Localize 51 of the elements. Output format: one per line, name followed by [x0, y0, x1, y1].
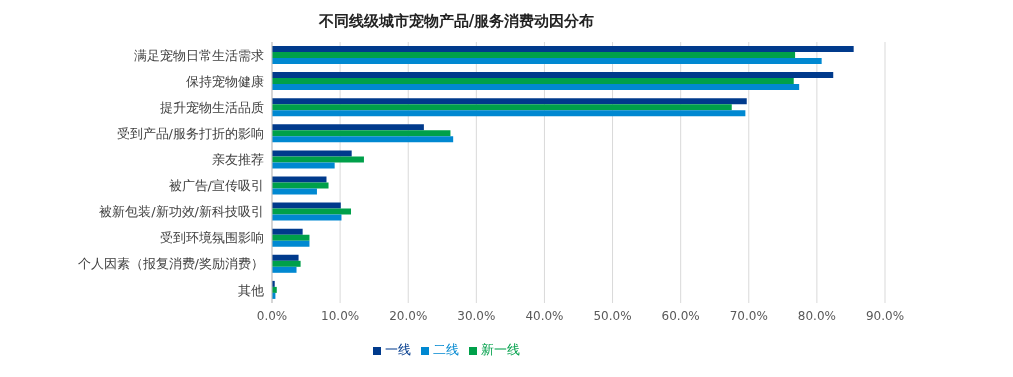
bar — [272, 84, 800, 91]
bar — [272, 52, 796, 58]
x-tick-label: 0.0% — [256, 308, 288, 323]
bar — [272, 162, 335, 169]
y-tick-label: 个人因素（报复消费/奖励消费） — [77, 256, 264, 272]
bar — [272, 130, 451, 137]
bar — [272, 266, 297, 273]
x-tick-label: 10.0% — [321, 308, 360, 323]
bar — [272, 124, 424, 131]
bar — [272, 136, 454, 143]
legend-label: 一线 — [385, 342, 411, 357]
bar — [272, 46, 854, 52]
x-tick-label: 30.0% — [457, 308, 496, 323]
y-tick-label: 亲友推荐 — [212, 152, 264, 168]
bar — [272, 260, 301, 267]
bar — [272, 240, 310, 247]
x-tick-label: 50.0% — [593, 308, 632, 323]
y-tick-label: 受到环境氛围影响 — [160, 230, 264, 246]
bar — [272, 110, 746, 117]
y-tick-label: 提升宠物生活品质 — [160, 99, 264, 115]
bar — [272, 72, 834, 79]
bar — [272, 188, 317, 195]
bar — [272, 182, 329, 189]
bar — [272, 156, 364, 163]
bar — [272, 214, 342, 221]
bar — [272, 78, 794, 85]
x-tick-label: 80.0% — [797, 308, 836, 323]
bar — [272, 234, 310, 241]
bar — [272, 202, 341, 209]
y-tick-label: 满足宠物日常生活需求 — [134, 47, 264, 63]
bar — [272, 104, 732, 111]
x-tick-label: 90.0% — [865, 308, 905, 323]
bar — [272, 176, 327, 183]
legend-label: 二线 — [433, 342, 459, 357]
bar — [272, 254, 299, 261]
legend-label: 新一线 — [481, 342, 520, 357]
y-tick-label: 被新包装/新功效/新科技吸引 — [99, 204, 264, 220]
y-tick-label: 其他 — [238, 282, 264, 298]
x-tick-label: 60.0% — [661, 308, 700, 323]
y-tick-label: 受到产品/服务打折的影响 — [116, 125, 264, 141]
bar — [272, 58, 822, 64]
y-tick-label: 保持宠物健康 — [186, 73, 264, 89]
x-tick-label: 40.0% — [525, 308, 564, 323]
x-tick-label: 70.0% — [729, 308, 768, 323]
chart-title: 不同线级城市宠物产品/服务消费动因分布 — [317, 11, 596, 32]
y-tick-label: 被广告/宣传吸引 — [168, 178, 264, 194]
bar — [272, 98, 747, 105]
bar — [272, 228, 303, 235]
x-tick-label: 20.0% — [389, 308, 428, 323]
bar — [272, 208, 352, 215]
bar — [272, 150, 352, 157]
